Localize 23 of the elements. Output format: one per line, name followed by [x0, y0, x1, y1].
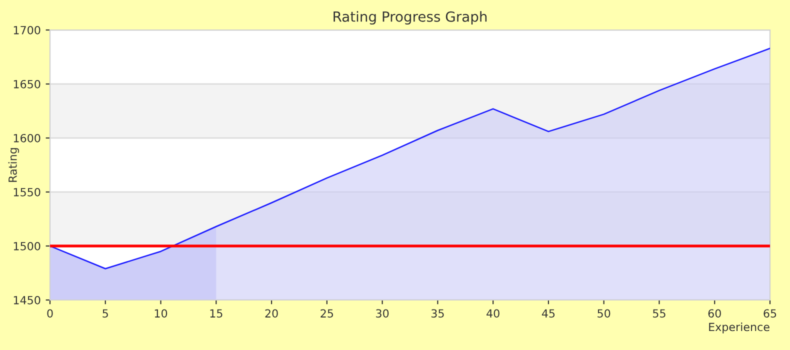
x-tick-label: 50 [598, 309, 610, 318]
x-tick-label: 25 [320, 309, 334, 318]
x-tick-label: 55 [653, 309, 666, 318]
chart-title: Rating Progress Graph [334, 11, 487, 25]
y-axis-title: Rating [8, 148, 20, 182]
x-axis-title: Experience [709, 322, 770, 334]
x-tick-label: 35 [431, 309, 444, 318]
y-tick-label: 1700 [14, 26, 40, 34]
x-tick-label: 10 [154, 309, 168, 318]
x-tick-label: 30 [376, 309, 389, 318]
x-tick-label: 60 [708, 309, 721, 318]
y-tick-label: 1600 [14, 134, 40, 142]
x-tick-label: 40 [486, 309, 500, 318]
y-tick-label: 1500 [14, 242, 40, 250]
x-tick-label: 65 [764, 309, 776, 318]
x-tick-label: 5 [102, 309, 108, 318]
x-tick-label: 0 [47, 309, 53, 318]
y-tick-label: 1650 [14, 80, 40, 88]
y-tick-label: 1450 [14, 296, 40, 304]
x-tick-label: 20 [265, 309, 278, 318]
x-tick-label: 45 [542, 309, 555, 318]
x-tick-label: 15 [210, 309, 222, 318]
y-tick-label: 1550 [14, 188, 40, 196]
